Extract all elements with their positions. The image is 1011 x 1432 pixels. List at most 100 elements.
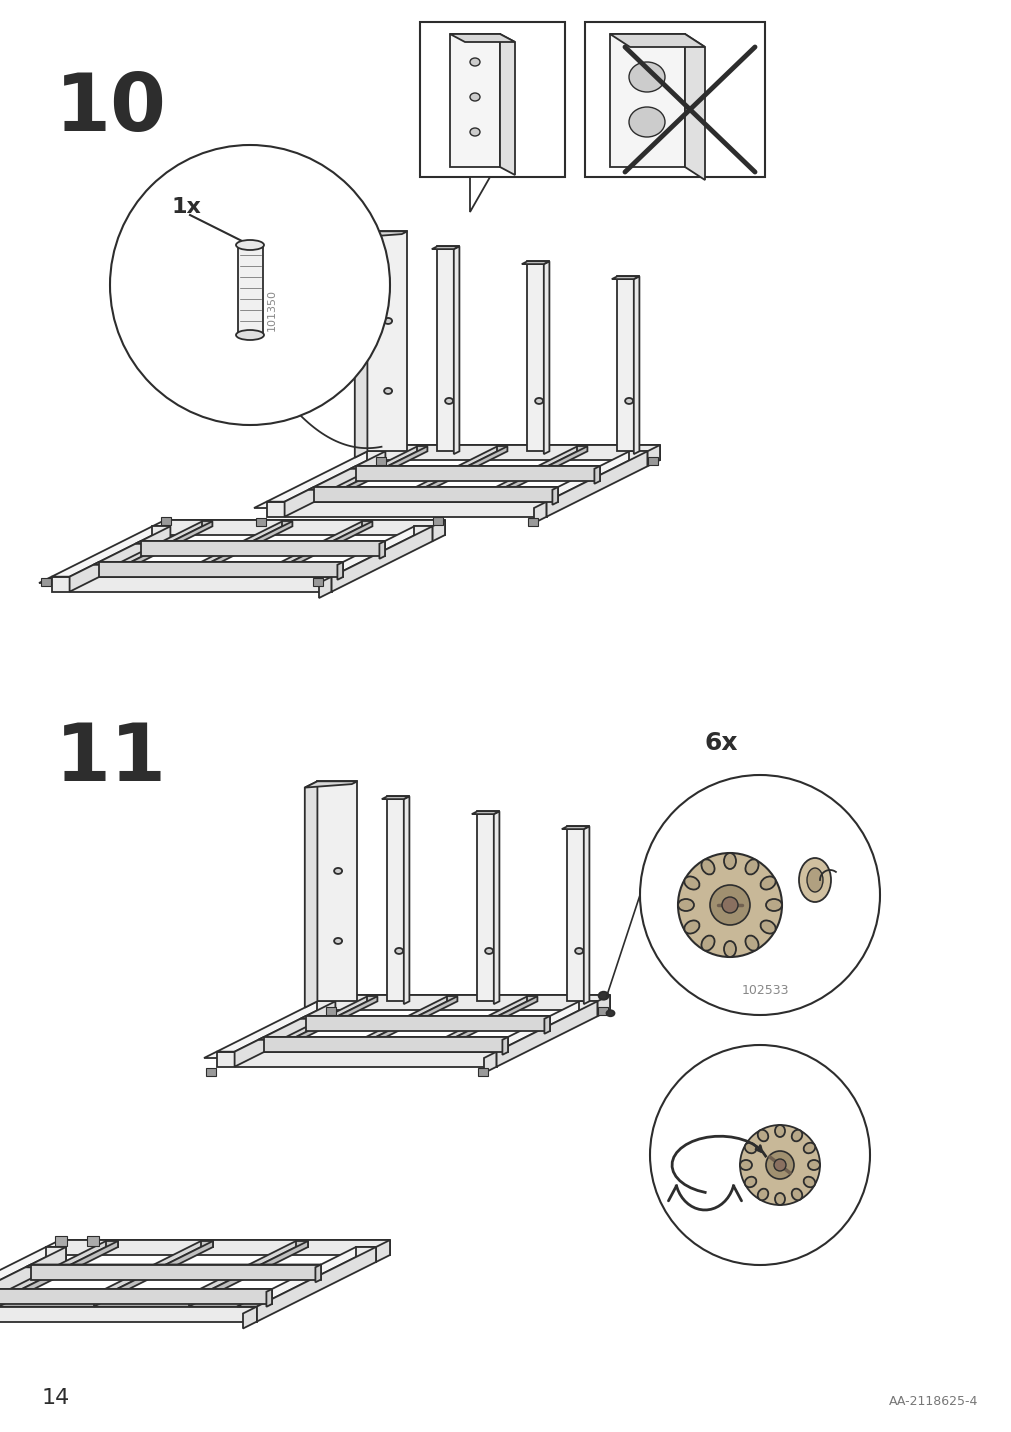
Ellipse shape — [469, 59, 479, 66]
Polygon shape — [403, 796, 409, 1004]
Polygon shape — [254, 501, 546, 508]
Polygon shape — [450, 34, 515, 42]
Polygon shape — [367, 997, 377, 1001]
Polygon shape — [362, 521, 372, 527]
Ellipse shape — [774, 1126, 785, 1137]
Ellipse shape — [334, 938, 342, 944]
Polygon shape — [496, 1001, 596, 1067]
Polygon shape — [189, 1242, 307, 1306]
Polygon shape — [318, 577, 332, 599]
Polygon shape — [177, 1242, 307, 1300]
Polygon shape — [381, 796, 409, 799]
Circle shape — [110, 145, 389, 425]
Bar — [376, 457, 386, 465]
Polygon shape — [111, 521, 212, 577]
Polygon shape — [52, 577, 332, 591]
Bar — [584, 21, 764, 178]
Bar — [477, 1068, 487, 1075]
Polygon shape — [379, 541, 384, 558]
Polygon shape — [356, 1247, 376, 1262]
Polygon shape — [406, 447, 507, 501]
Text: AA-2118625-4: AA-2118625-4 — [888, 1395, 977, 1408]
Circle shape — [739, 1126, 819, 1204]
Polygon shape — [633, 276, 639, 454]
Ellipse shape — [806, 868, 822, 892]
Polygon shape — [567, 826, 588, 1001]
Polygon shape — [258, 1037, 508, 1040]
Ellipse shape — [469, 127, 479, 136]
Ellipse shape — [774, 1193, 785, 1204]
Circle shape — [765, 1151, 794, 1179]
Polygon shape — [432, 246, 459, 249]
Polygon shape — [266, 451, 385, 501]
Polygon shape — [308, 487, 557, 490]
Polygon shape — [453, 246, 459, 454]
Polygon shape — [493, 812, 498, 1004]
Polygon shape — [427, 997, 537, 1047]
Bar — [326, 1007, 336, 1015]
Polygon shape — [201, 1242, 212, 1247]
Polygon shape — [243, 1306, 257, 1329]
Ellipse shape — [791, 1130, 802, 1141]
Polygon shape — [476, 447, 586, 497]
Polygon shape — [417, 447, 427, 451]
Polygon shape — [141, 541, 384, 556]
Polygon shape — [101, 521, 212, 571]
Ellipse shape — [683, 921, 699, 934]
Polygon shape — [522, 261, 549, 263]
Polygon shape — [317, 995, 610, 1001]
Bar — [205, 1068, 215, 1075]
Bar — [256, 517, 266, 526]
Polygon shape — [271, 521, 372, 577]
Polygon shape — [350, 465, 600, 468]
Polygon shape — [300, 1015, 549, 1018]
Text: 1x: 1x — [172, 198, 201, 218]
Polygon shape — [471, 812, 498, 815]
Polygon shape — [202, 521, 212, 527]
Polygon shape — [629, 451, 647, 467]
Polygon shape — [82, 1242, 212, 1300]
Bar — [528, 517, 537, 526]
Bar — [433, 517, 443, 526]
Ellipse shape — [484, 948, 492, 954]
Polygon shape — [235, 1001, 335, 1067]
Polygon shape — [25, 1264, 320, 1267]
Ellipse shape — [803, 1177, 815, 1187]
Circle shape — [721, 896, 737, 914]
Ellipse shape — [625, 398, 633, 404]
Polygon shape — [450, 34, 499, 168]
Polygon shape — [610, 34, 705, 47]
Polygon shape — [31, 1264, 320, 1280]
Polygon shape — [284, 451, 385, 517]
Ellipse shape — [701, 935, 714, 951]
Polygon shape — [684, 34, 705, 180]
Ellipse shape — [744, 1177, 755, 1187]
Ellipse shape — [384, 388, 391, 394]
Polygon shape — [165, 520, 445, 536]
Ellipse shape — [629, 62, 664, 92]
Polygon shape — [376, 1240, 389, 1262]
Polygon shape — [579, 1001, 596, 1017]
Polygon shape — [317, 1001, 335, 1017]
Polygon shape — [0, 1306, 257, 1313]
Ellipse shape — [739, 1160, 751, 1170]
Polygon shape — [0, 1289, 272, 1292]
Text: 14: 14 — [42, 1388, 70, 1408]
Ellipse shape — [394, 948, 402, 954]
Circle shape — [639, 775, 880, 1015]
Polygon shape — [469, 178, 489, 212]
Ellipse shape — [807, 1160, 819, 1170]
Bar — [87, 1236, 99, 1246]
Polygon shape — [593, 465, 600, 484]
Polygon shape — [264, 1037, 508, 1053]
Polygon shape — [216, 1051, 496, 1067]
Polygon shape — [316, 447, 427, 497]
Polygon shape — [610, 34, 684, 168]
Polygon shape — [483, 1051, 496, 1073]
Ellipse shape — [574, 948, 582, 954]
Polygon shape — [304, 782, 317, 1008]
Text: 101350: 101350 — [267, 289, 277, 331]
Polygon shape — [261, 521, 372, 571]
Ellipse shape — [765, 899, 782, 911]
Polygon shape — [45, 1247, 66, 1262]
